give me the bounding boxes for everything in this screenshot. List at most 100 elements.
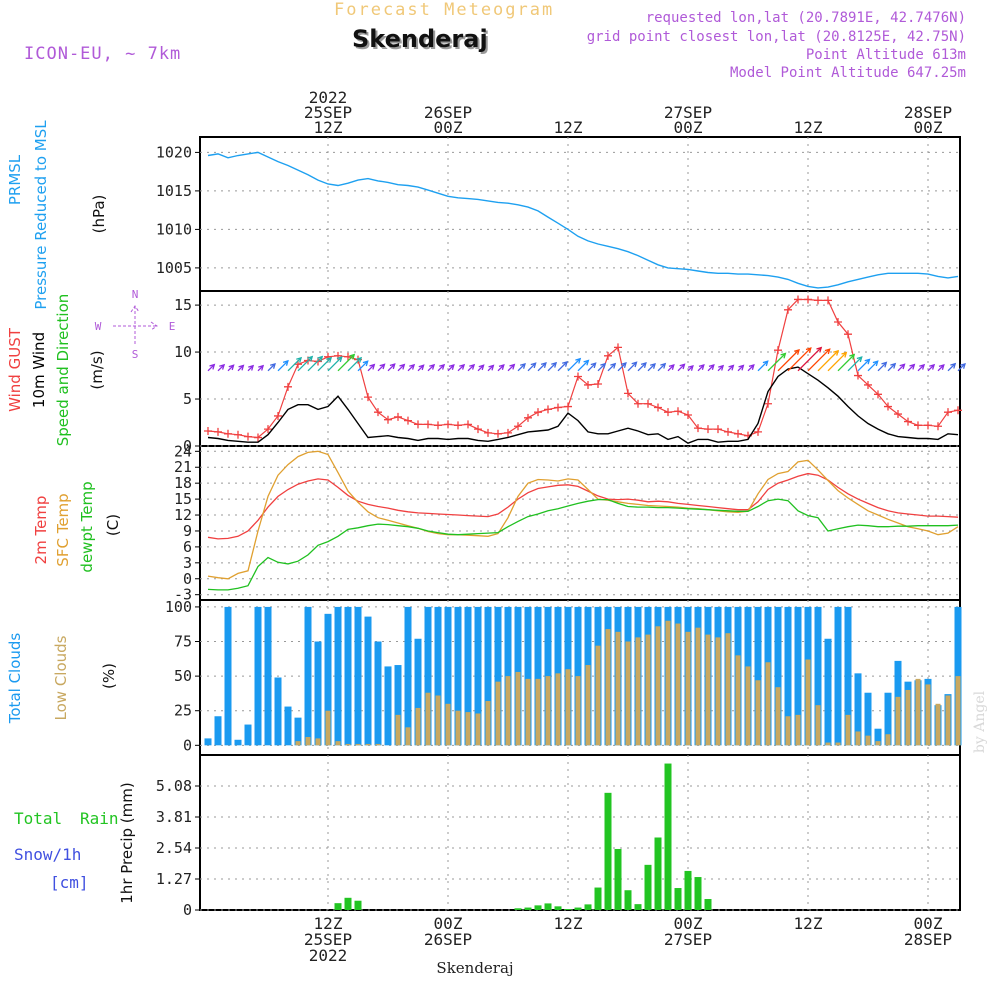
total-cloud-bar [344,606,352,746]
gust-marker [604,351,612,360]
rain-bar [334,903,342,910]
low-cloud-bar [925,684,931,746]
wind-arrow-head [540,362,547,368]
wind-arrow-head [326,356,333,363]
wind-arrow-shaft [867,360,879,372]
total-cloud-bar [404,606,412,746]
pressure-unit-label: (hPa) [90,195,108,234]
ytick-label-temperature: -3 [174,586,192,604]
wind-direction-arrow [417,364,425,372]
wind-arrow-shaft [837,354,855,372]
wind-arrow-head [849,353,856,360]
total-clouds-ylabel: Total Clouds [6,633,24,725]
total-cloud-bar [844,606,852,746]
low-cloud-bar [695,627,701,746]
low-cloud-bar [855,731,861,746]
wind-direction-arrow [257,364,265,372]
wind-arrow-head [498,364,505,370]
wind-arrow-shaft [357,360,369,372]
bottom-time-label: 12Z [554,914,583,933]
total-cloud-bar [284,706,292,746]
gust-marker [574,372,582,381]
wind-arrow-shaft [637,362,647,372]
footer-station-label: Skenderaj [436,959,513,977]
low-cloud-bar [575,676,581,746]
gust-marker [914,421,922,430]
wind-arrow-shaft [467,364,475,372]
gust-marker [554,403,562,412]
bottom-time-label: 00Z [434,914,463,933]
wind-direction-arrow [487,364,495,372]
pressure-ylabel-line1: PRMSL [6,154,24,205]
rain-bar [674,888,682,910]
wind-direction-arrow [277,359,289,372]
wind-arrow-head [631,361,638,368]
wind-arrow-head [824,348,831,355]
wind-arrow-shaft [607,363,616,372]
wind-arrow-head [938,364,945,370]
top-time-label: 12Z [314,118,343,137]
wind-arrow-shaft [927,364,935,372]
wind-arrow-shaft [577,360,589,372]
wind-10m-ylabel: 10m Wind [30,332,48,408]
wind-direction-arrow [527,362,537,372]
total-cloud-bar [224,606,232,746]
ytick-label-pressure: 1015 [156,182,192,200]
ytick-label-precipitation: 3.81 [156,808,192,826]
total-rain-label-a: Total [14,809,62,828]
requested-coordinates: requested lon,lat (20.7891E, 42.7476N) [645,10,966,26]
gust-marker [634,399,642,408]
low-cloud-bar [445,703,451,746]
gust-marker [894,410,902,419]
wind-direction-arrow [337,353,356,372]
low-cloud-bar [405,727,411,746]
wind-arrow-head [650,362,656,369]
ytick-label-precipitation: 5.08 [156,777,192,795]
gust-marker [684,411,692,419]
wind-arrow-shaft [307,356,323,372]
wind-arrow-shaft [297,356,313,372]
wind-arrow-shaft [777,349,800,372]
wind-arrow-head [317,355,324,362]
total-cloud-bar [324,613,332,746]
wind-arrow-head [620,362,627,368]
wind-direction-arrow [847,356,863,372]
wind-direction-arrow [907,363,916,372]
pressure-ylabel-line2: Pressure Reduced to MSL [32,120,50,310]
gust-marker [664,408,672,417]
ytick-label-temperature: 9 [183,522,192,540]
wind-direction-arrow [557,360,568,372]
gust-marker [484,428,492,437]
wind-direction-arrow [457,363,466,372]
low-cloud-bar [875,741,881,746]
gust-marker [784,305,792,314]
wind-arrow-shaft [587,362,597,372]
ytick-label-clouds: 0 [183,736,192,754]
ytick-label-temperature: 6 [183,538,192,556]
wind-direction-arrow [797,346,823,372]
total-cloud-bar [384,666,392,746]
wind-direction-arrow [747,364,755,372]
clouds-unit-label: (%) [100,663,118,689]
low-cloud-bar [725,633,731,746]
wind-arrow-shaft [917,364,925,372]
ytick-label-pressure: 1020 [156,143,192,161]
wind-arrow-head [668,364,675,370]
wind-direction-arrow [837,353,856,372]
wind-arrow-shaft [567,358,581,372]
wind-arrow-head [780,352,787,359]
total-cloud-bar [244,724,252,746]
wind-direction-arrow [437,363,446,372]
gust-marker [804,295,812,304]
wind-arrow-head [929,363,936,370]
low-cloud-bar [325,710,331,746]
temp-2m-ylabel: 2m Temp [32,496,50,565]
ytick-label-temperature: 12 [174,506,192,524]
wind-direction-arrow [647,362,656,372]
sfc-temp-series-line [207,450,959,580]
top-time-label: 27SEP [664,103,712,122]
wind-direction-arrow [517,362,526,372]
low-cloud-bar [525,678,531,746]
low-cloud-bar [795,714,801,746]
rain-bar [514,908,522,910]
